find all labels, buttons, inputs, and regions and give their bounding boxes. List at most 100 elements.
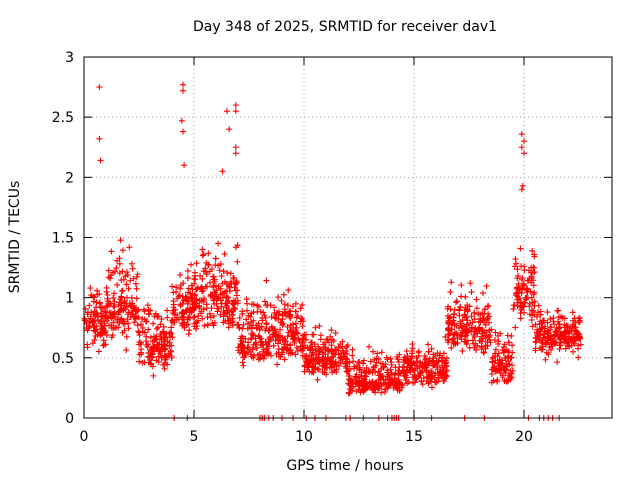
data-point [178, 282, 185, 289]
data-point [225, 317, 232, 324]
data-point [258, 342, 265, 349]
data-point [213, 300, 220, 307]
data-point [524, 277, 531, 284]
data-point [400, 369, 407, 376]
data-point [490, 377, 497, 384]
data-point [253, 344, 260, 351]
data-point [327, 333, 334, 340]
data-point [257, 308, 264, 315]
data-point [87, 285, 94, 292]
data-point [124, 316, 131, 323]
data-point [272, 312, 279, 319]
data-point [111, 290, 118, 297]
data-point [86, 302, 93, 309]
x-tick-label: 20 [515, 429, 533, 445]
peak-data-point [232, 102, 239, 109]
data-point [177, 271, 184, 278]
data-point [446, 313, 453, 320]
data-point [459, 347, 466, 354]
data-point [100, 337, 107, 344]
data-point [300, 345, 307, 352]
data-point [104, 303, 111, 310]
data-point [458, 282, 465, 289]
data-point [103, 302, 110, 309]
data-point [538, 339, 545, 346]
data-point [243, 316, 250, 323]
data-point [248, 353, 255, 360]
data-point [473, 305, 480, 312]
data-point [121, 327, 128, 334]
peak-data-point [180, 81, 186, 88]
data-point [240, 354, 247, 361]
data-point [561, 315, 568, 322]
data-point [250, 309, 257, 316]
data-point [405, 358, 412, 365]
y-tick-label: 0 [65, 411, 74, 427]
data-points [81, 81, 584, 421]
data-point [370, 348, 377, 355]
data-point [530, 291, 537, 298]
y-tick-label: 2.5 [52, 110, 74, 126]
data-point [211, 288, 218, 295]
data-point [467, 320, 474, 327]
data-point [532, 339, 539, 346]
data-point [533, 338, 540, 345]
data-point [291, 339, 298, 346]
data-point [163, 354, 170, 361]
data-point [419, 381, 426, 388]
data-point [196, 297, 203, 304]
data-point [125, 325, 132, 332]
data-point [116, 260, 123, 267]
data-point [143, 318, 150, 325]
data-point [194, 323, 201, 330]
data-point [211, 319, 218, 326]
data-point [510, 302, 517, 309]
data-point [97, 304, 104, 311]
data-point [401, 357, 408, 364]
data-point [392, 370, 399, 377]
data-point [91, 336, 98, 343]
data-point [257, 335, 264, 342]
data-point [377, 376, 384, 383]
data-point [299, 301, 306, 308]
data-point [455, 307, 462, 314]
data-point [274, 333, 281, 340]
data-point [533, 313, 540, 320]
data-point [105, 274, 112, 281]
data-point [547, 336, 554, 343]
data-point [315, 357, 322, 364]
data-point [155, 353, 162, 360]
data-point [114, 281, 121, 288]
data-point [103, 284, 110, 291]
data-point [129, 310, 136, 317]
data-point [472, 328, 479, 335]
data-point [279, 349, 286, 356]
data-point [147, 307, 154, 314]
data-point [128, 260, 135, 267]
data-point [297, 305, 304, 312]
data-point [82, 317, 89, 324]
data-point [176, 292, 183, 299]
data-point [279, 337, 286, 344]
data-point [542, 356, 549, 363]
data-point [431, 374, 438, 381]
data-point [451, 330, 458, 337]
data-point [292, 320, 299, 327]
data-point [256, 324, 263, 331]
data-point [531, 251, 538, 258]
data-point [307, 347, 314, 354]
data-point [451, 322, 458, 329]
data-point [210, 322, 217, 329]
data-point [378, 349, 385, 356]
data-point [425, 341, 432, 348]
data-point [544, 319, 551, 326]
data-point [526, 303, 533, 310]
data-point [186, 307, 193, 314]
data-point [501, 354, 508, 361]
data-point [448, 344, 455, 351]
data-point [248, 319, 255, 326]
data-point [217, 291, 224, 298]
data-point [274, 361, 281, 368]
data-point [123, 333, 130, 340]
data-point [337, 360, 344, 367]
